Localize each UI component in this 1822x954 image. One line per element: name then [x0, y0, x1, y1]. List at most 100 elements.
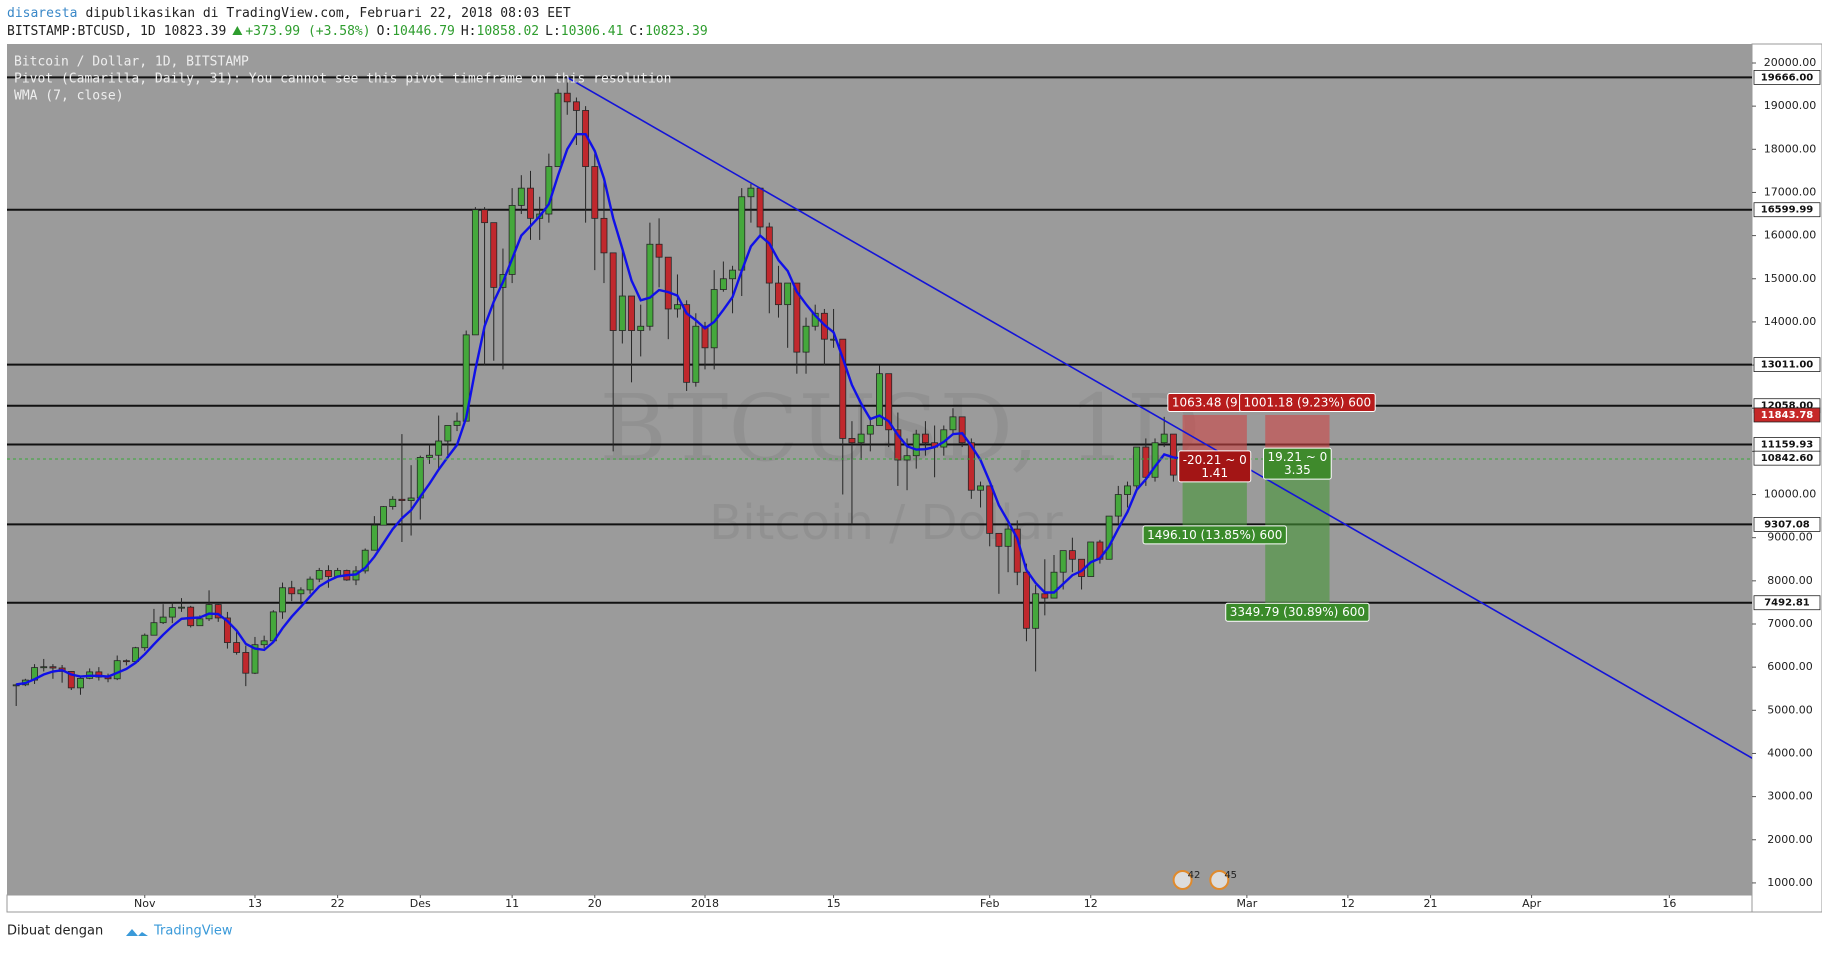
candle-body [517, 187, 525, 206]
candle-body [912, 433, 920, 457]
candle-body [1004, 528, 1012, 547]
candle-body [251, 644, 259, 674]
candle-body [205, 604, 213, 620]
event-flag [1172, 870, 1193, 890]
x-tick-label: Apr [1522, 897, 1542, 910]
candle-body [490, 222, 498, 288]
plot-background [7, 44, 1752, 895]
price-tag-label: 7492.81 [1764, 598, 1810, 609]
candle-body [765, 226, 773, 284]
y-tick-label: 19000.00 [1764, 99, 1817, 112]
target-label-box [1142, 525, 1287, 545]
x-tick-label: 22 [331, 897, 345, 910]
candle-body [315, 570, 323, 580]
position-info-text: 19.21 ~ 0 [1268, 450, 1328, 464]
candle-body [1050, 571, 1058, 599]
price-tag: 9307.08 [1753, 517, 1821, 532]
price-tag-label: 9307.08 [1764, 519, 1810, 530]
stop-label: 1001.18 (9.23%) 600 [1239, 392, 1376, 412]
price-tag-label: 11159.93 [1761, 439, 1814, 450]
candle-body [380, 506, 387, 526]
candle-body [1041, 593, 1049, 599]
y-tick-label: 16000.00 [1764, 229, 1817, 242]
candle-body [848, 438, 856, 444]
candle-body [187, 606, 195, 627]
candle-body [701, 325, 709, 349]
candle-body [159, 616, 167, 624]
price-tag-label: 16599.99 [1761, 205, 1814, 216]
candle-body [223, 617, 231, 643]
candle-body [1032, 593, 1040, 629]
position-info-text: 3.35 [1284, 463, 1311, 477]
symbol: BITSTAMP:BTCUSD, 1D [7, 24, 156, 39]
price-tag-label: 10842.60 [1761, 453, 1814, 464]
y-tick-label: 20000.00 [1764, 56, 1817, 69]
candle-body [958, 416, 966, 444]
y-tick-label: 6000.00 [1767, 660, 1813, 673]
price-tag-label: 12058.00 [1761, 401, 1814, 412]
candle-body [297, 589, 305, 595]
price-tag: 13011.00 [1753, 357, 1821, 372]
watermark-symbol: BTCUSD, 1D [599, 375, 1200, 482]
candle-body [1023, 571, 1030, 629]
candle-body [609, 252, 617, 331]
x-tick-label: 13 [248, 897, 262, 910]
ohlc-key: C: [629, 24, 645, 39]
candle-body [591, 166, 599, 219]
change-line: +373.99 (+3.58%) O:10446.79 H:10858.02 L:10… [245, 24, 707, 39]
candle-body [949, 416, 957, 431]
candle-body [857, 433, 865, 444]
candle-body [628, 295, 635, 331]
candle-body [1059, 550, 1067, 573]
candle-body [967, 442, 975, 491]
price-tag: 11159.93 [1753, 437, 1821, 452]
candle-body [784, 282, 792, 306]
candle-body [646, 243, 654, 327]
candle-body [279, 587, 286, 613]
author[interactable]: disaresta [7, 6, 77, 21]
price-tag-box [1753, 70, 1821, 85]
wma-line [16, 133, 1183, 686]
ohlc-key: H: [461, 24, 477, 39]
candle-body [12, 684, 20, 687]
up-arrow [232, 26, 243, 35]
candle-body [306, 578, 314, 591]
price-tag-box [1753, 595, 1821, 611]
candle-body [168, 607, 176, 618]
candle-body [802, 325, 810, 353]
ohlc-value: 10306.41 [561, 24, 624, 39]
position-info-box [1263, 447, 1332, 480]
pivot-note: Pivot (Camarilla, Daily, 31): You cannot… [14, 72, 671, 87]
x-tick-label: 12 [1341, 897, 1355, 910]
candle-body [407, 497, 415, 501]
x-tick-label: Nov [134, 897, 156, 910]
candle-body [986, 485, 994, 534]
candle-body [637, 325, 645, 331]
candle-body [113, 660, 121, 680]
candle-body [563, 92, 571, 103]
stop-label: 1063.48 (9 [1167, 392, 1243, 412]
candle-body [444, 425, 452, 442]
x-tick-label: 15 [827, 897, 841, 910]
candle-body [40, 666, 48, 669]
candle-body [95, 671, 103, 678]
candle-body [1068, 550, 1076, 560]
ohlc-value: 10823.39 [645, 24, 708, 39]
y-tick-label: 5000.00 [1767, 703, 1813, 716]
candle-body [1105, 515, 1113, 560]
candle-body [453, 420, 461, 426]
candle-body [1133, 446, 1141, 487]
x-tick-label: Feb [980, 897, 999, 910]
candle-body [141, 634, 149, 649]
candle-body [756, 187, 764, 228]
price-tag: 19666.00 [1753, 70, 1821, 85]
target-label-text: 3349.79 (30.89%) 600 [1230, 605, 1365, 619]
candle-body [77, 677, 84, 689]
candle-body [775, 282, 782, 306]
x-tick-label: Des [410, 897, 431, 910]
target-label: 3349.79 (30.89%) 600 [1225, 602, 1370, 622]
price-tag: 10842.60 [1753, 450, 1821, 466]
x-tick-label: 2018 [691, 897, 719, 910]
footer-brand[interactable]: TradingView [153, 924, 233, 939]
